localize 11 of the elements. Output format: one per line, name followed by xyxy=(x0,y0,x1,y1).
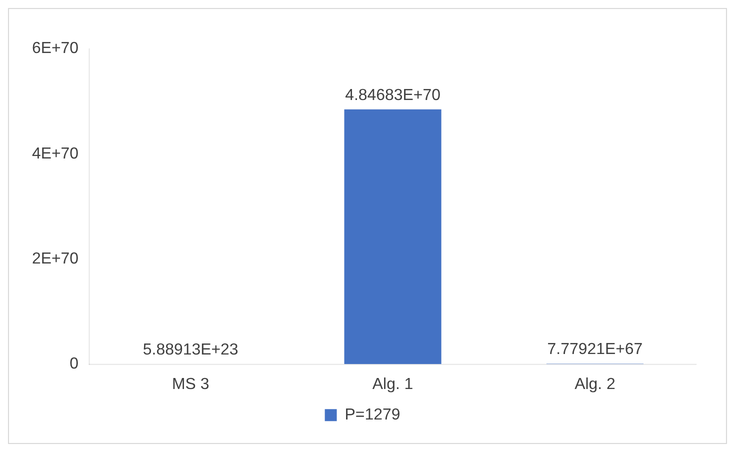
x-tick-label: Alg. 2 xyxy=(574,376,616,394)
data-label: 7.77921E+67 xyxy=(547,341,643,358)
data-label: 4.84683E+70 xyxy=(345,86,441,104)
x-tick-label: MS 3 xyxy=(172,376,210,394)
y-tick-label: 6E+70 xyxy=(32,40,79,58)
y-tick-label: 2E+70 xyxy=(32,250,79,268)
y-tick-label: 0 xyxy=(70,356,79,373)
x-tick-label: Alg. 1 xyxy=(372,376,414,394)
legend-label: P=1279 xyxy=(344,406,400,424)
data-label: 5.88913E+23 xyxy=(142,342,238,359)
y-tick-label: 4E+70 xyxy=(32,145,79,162)
